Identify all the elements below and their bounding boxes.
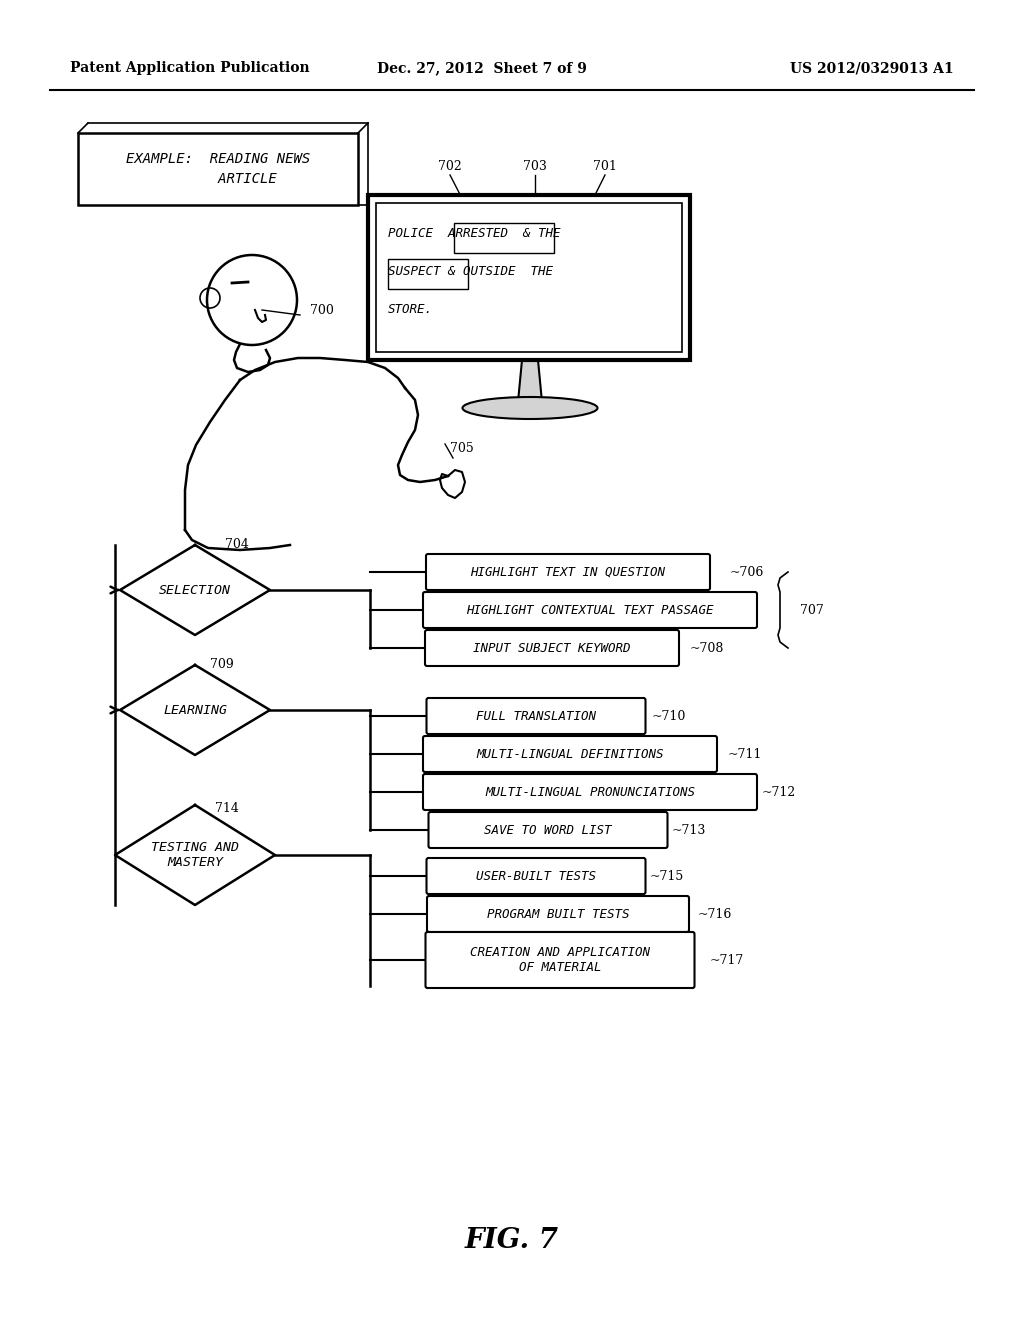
- Text: ~712: ~712: [762, 785, 797, 799]
- FancyBboxPatch shape: [426, 932, 694, 987]
- Text: Dec. 27, 2012  Sheet 7 of 9: Dec. 27, 2012 Sheet 7 of 9: [377, 61, 587, 75]
- Text: 709: 709: [210, 659, 233, 672]
- Text: 703: 703: [523, 161, 547, 173]
- FancyBboxPatch shape: [368, 195, 690, 360]
- Text: LEARNING: LEARNING: [163, 704, 227, 717]
- Polygon shape: [115, 805, 275, 906]
- Text: FIG. 7: FIG. 7: [465, 1226, 559, 1254]
- Polygon shape: [120, 665, 270, 755]
- Text: PROGRAM BUILT TESTS: PROGRAM BUILT TESTS: [486, 908, 630, 920]
- Text: INPUT SUBJECT KEYWORD: INPUT SUBJECT KEYWORD: [473, 642, 631, 655]
- FancyBboxPatch shape: [427, 698, 645, 734]
- Text: ~711: ~711: [728, 747, 763, 760]
- Text: TESTING AND
MASTERY: TESTING AND MASTERY: [151, 841, 239, 869]
- Text: ~706: ~706: [730, 565, 764, 578]
- Text: SELECTION: SELECTION: [159, 583, 231, 597]
- Text: MULTI-LINGUAL DEFINITIONS: MULTI-LINGUAL DEFINITIONS: [476, 747, 664, 760]
- Text: 704: 704: [225, 539, 249, 552]
- Text: ~716: ~716: [698, 908, 732, 920]
- FancyBboxPatch shape: [423, 737, 717, 772]
- FancyBboxPatch shape: [78, 133, 358, 205]
- Text: STORE.: STORE.: [388, 304, 433, 315]
- Text: 702: 702: [438, 161, 462, 173]
- Text: US 2012/0329013 A1: US 2012/0329013 A1: [791, 61, 954, 75]
- Text: HIGHLIGHT CONTEXTUAL TEXT PASSAGE: HIGHLIGHT CONTEXTUAL TEXT PASSAGE: [466, 603, 714, 616]
- Text: 705: 705: [450, 441, 474, 454]
- Text: ~708: ~708: [690, 642, 724, 655]
- Text: EXAMPLE:  READING NEWS
           ARTICLE: EXAMPLE: READING NEWS ARTICLE: [126, 152, 310, 186]
- FancyBboxPatch shape: [428, 812, 668, 847]
- Text: 707: 707: [800, 603, 823, 616]
- Text: ~713: ~713: [672, 824, 707, 837]
- Text: 700: 700: [310, 304, 334, 317]
- Text: ~715: ~715: [650, 870, 684, 883]
- FancyBboxPatch shape: [427, 896, 689, 932]
- FancyBboxPatch shape: [423, 774, 757, 810]
- Text: Patent Application Publication: Patent Application Publication: [70, 61, 309, 75]
- Text: HIGHLIGHT TEXT IN QUESTION: HIGHLIGHT TEXT IN QUESTION: [470, 565, 666, 578]
- Text: MULTI-LINGUAL PRONUNCIATIONS: MULTI-LINGUAL PRONUNCIATIONS: [485, 785, 695, 799]
- Text: USER-BUILT TESTS: USER-BUILT TESTS: [476, 870, 596, 883]
- Polygon shape: [518, 360, 542, 403]
- FancyBboxPatch shape: [376, 203, 682, 352]
- Text: 714: 714: [215, 801, 239, 814]
- Text: CREATION AND APPLICATION
OF MATERIAL: CREATION AND APPLICATION OF MATERIAL: [470, 946, 650, 974]
- Text: ~717: ~717: [710, 953, 744, 966]
- Text: ~710: ~710: [652, 710, 686, 722]
- Ellipse shape: [463, 397, 597, 418]
- Text: SUSPECT & OUTSIDE  THE: SUSPECT & OUTSIDE THE: [388, 265, 553, 279]
- FancyBboxPatch shape: [423, 591, 757, 628]
- Polygon shape: [120, 545, 270, 635]
- Text: FULL TRANSLATION: FULL TRANSLATION: [476, 710, 596, 722]
- Text: POLICE  ARRESTED  & THE: POLICE ARRESTED & THE: [388, 227, 560, 240]
- Text: SAVE TO WORD LIST: SAVE TO WORD LIST: [484, 824, 611, 837]
- FancyBboxPatch shape: [425, 630, 679, 667]
- Text: 701: 701: [593, 161, 616, 173]
- FancyBboxPatch shape: [426, 554, 710, 590]
- FancyBboxPatch shape: [427, 858, 645, 894]
